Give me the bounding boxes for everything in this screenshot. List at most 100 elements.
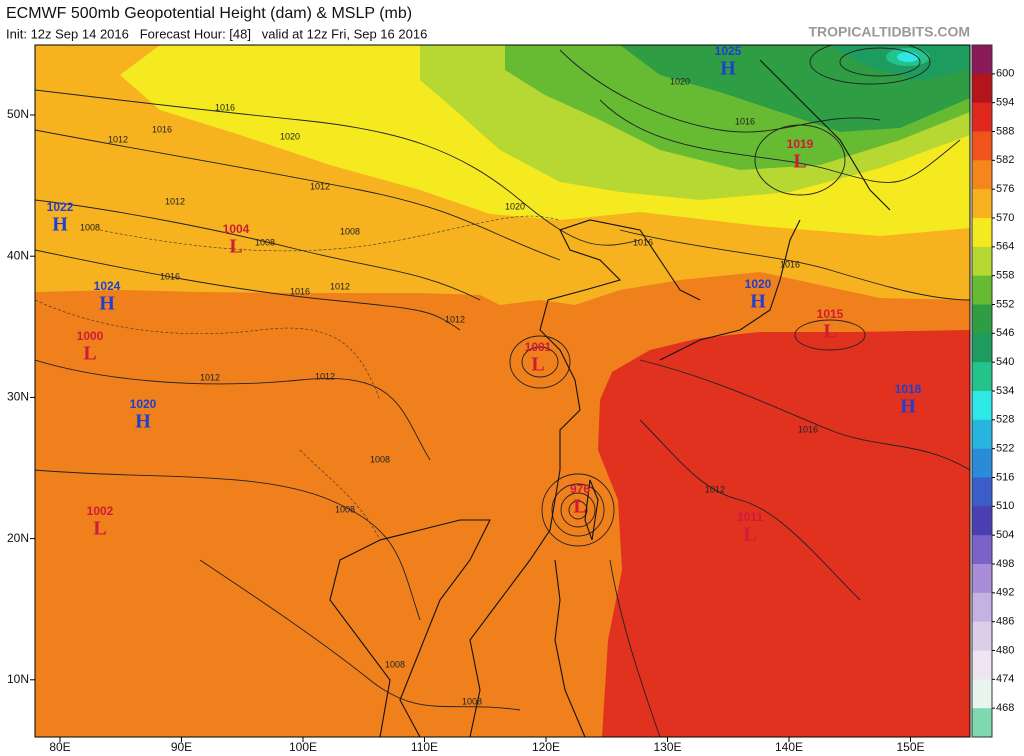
- center-letter: L: [743, 524, 756, 546]
- colorbar-segment: [972, 189, 992, 219]
- colorbar-segment: [972, 102, 992, 132]
- colorbar-segment: [972, 45, 992, 75]
- isobar-label: 1016: [160, 271, 180, 281]
- watermark: TROPICALTIDBITS.COM: [808, 24, 970, 40]
- isobar-label: 1016: [780, 259, 800, 269]
- lon-label: 150E: [896, 740, 924, 754]
- center-value: 1000: [77, 329, 104, 343]
- colorbar-segment: [972, 477, 992, 507]
- center-value: 1002: [87, 504, 114, 518]
- colorbar-label: 540: [996, 356, 1014, 368]
- lon-label: 90E: [171, 740, 192, 754]
- colorbar-label: 504: [996, 529, 1014, 541]
- colorbar-label: 522: [996, 443, 1014, 455]
- isobar-label: 1012: [315, 371, 335, 381]
- colorbar-segment: [972, 650, 992, 680]
- colorbar-segment: [972, 708, 992, 738]
- region-588: [598, 330, 970, 737]
- center-value: 1025: [715, 44, 742, 58]
- colorbar-label: 486: [996, 616, 1014, 628]
- center-value: 1020: [130, 397, 157, 411]
- lon-label: 100E: [289, 740, 317, 754]
- center-value: 1019: [787, 137, 814, 151]
- colorbar-label: 588: [996, 125, 1014, 137]
- colorbar-label: 558: [996, 270, 1014, 282]
- isobar-label: 1016: [152, 124, 172, 134]
- isobar-label: 1008: [462, 696, 482, 706]
- isobar-label: 1012: [165, 196, 185, 206]
- colorbar-segment: [972, 304, 992, 334]
- isobar-label: 1008: [340, 226, 360, 236]
- colorbar-segment: [972, 535, 992, 565]
- center-letter: L: [229, 236, 242, 258]
- region-534: [897, 52, 919, 62]
- center-letter: H: [52, 214, 68, 236]
- colorbar-segment: [972, 419, 992, 450]
- isobar-label: 1012: [200, 372, 220, 382]
- subtitle: Init: 12z Sep 14 2016 Forecast Hour: [48…: [6, 26, 427, 41]
- colorbar-label: 576: [996, 183, 1014, 195]
- center-value: 1011: [737, 510, 763, 524]
- colorbar-label: 498: [996, 558, 1014, 570]
- isobar-label: 1016: [735, 116, 755, 126]
- title: ECMWF 500mb Geopotential Height (dam) & …: [6, 5, 412, 22]
- center-letter: L: [823, 321, 836, 343]
- center-letter: L: [531, 354, 544, 376]
- colorbar-segment: [972, 218, 992, 248]
- colorbar-label: 474: [996, 673, 1014, 685]
- colorbar-segment: [972, 564, 992, 594]
- lon-label: 110E: [411, 740, 438, 754]
- colorbar-label: 552: [996, 298, 1014, 310]
- center-value: 1024: [94, 279, 121, 293]
- colorbar-segment: [972, 391, 992, 421]
- isobar-label: 1012: [445, 314, 465, 324]
- colorbar-label: 546: [996, 327, 1014, 339]
- colorbar-label: 492: [996, 587, 1014, 599]
- isobar-label: 1012: [108, 134, 128, 144]
- colorbar-segment: [972, 679, 992, 709]
- isobar-label: 1008: [370, 454, 390, 464]
- colorbar-label: 534: [996, 385, 1014, 397]
- colorbar-label: 582: [996, 154, 1014, 166]
- isobar-label: 1012: [310, 181, 330, 191]
- isobar-label: 1020: [505, 201, 525, 211]
- colorbar-segment: [972, 275, 992, 305]
- colorbar-label: 516: [996, 471, 1014, 483]
- colorbar-label: 594: [996, 97, 1014, 109]
- colorbar-segment: [972, 333, 992, 363]
- isobars: [35, 45, 970, 737]
- isobar-label: 1012: [330, 281, 350, 291]
- colorbar-label: 564: [996, 241, 1014, 253]
- isobar-label: 1016: [290, 286, 310, 296]
- lat-label: 50N: [7, 107, 29, 121]
- center-letter: L: [573, 496, 586, 518]
- colorbar-label: 570: [996, 212, 1014, 224]
- center-value: 976: [570, 482, 590, 496]
- colorbar-segment: [972, 621, 992, 651]
- isobar-label: 1020: [670, 76, 690, 86]
- center-letter: H: [750, 291, 766, 313]
- colorbar-segment: [972, 592, 992, 623]
- lon-label: 140E: [775, 740, 803, 754]
- colorbar-label: 600: [996, 68, 1014, 80]
- center-value: 1015: [817, 307, 844, 321]
- isobar-label: 1016: [215, 102, 235, 112]
- isobar-label: 1020: [280, 131, 300, 141]
- center-value: 1020: [745, 277, 772, 291]
- map-frame: [34, 44, 971, 738]
- center-letter: H: [99, 293, 115, 315]
- isobar-label: 1016: [633, 237, 653, 247]
- center-letter: H: [135, 411, 151, 433]
- colorbar-label: 468: [996, 702, 1014, 714]
- lon-label: 80E: [49, 740, 70, 754]
- map: [35, 45, 970, 737]
- colorbar-label: 480: [996, 644, 1014, 656]
- colorbar-label: 510: [996, 500, 1014, 512]
- center-value: 1004: [223, 222, 250, 236]
- isobar-label: 1016: [798, 424, 818, 434]
- isobar-label: 1008: [255, 237, 275, 247]
- center-letter: H: [720, 58, 736, 80]
- isobar-label: 1008: [80, 222, 100, 232]
- colorbar-segment: [972, 131, 992, 161]
